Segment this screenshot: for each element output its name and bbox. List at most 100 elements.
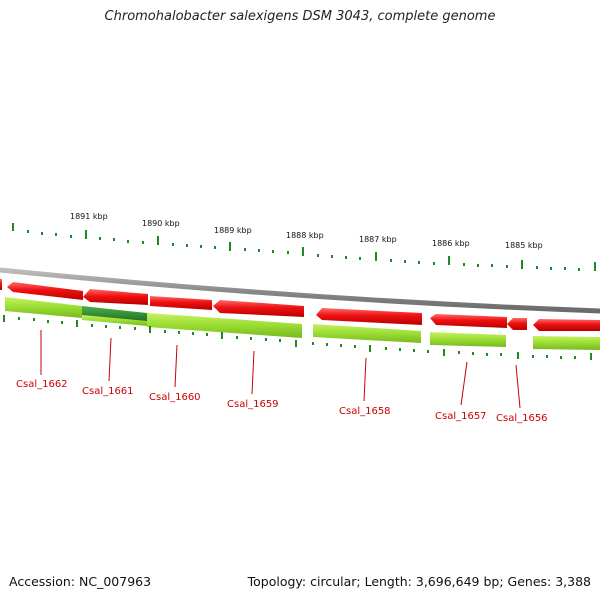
accession-text: Accession: NC_007963 xyxy=(9,574,152,589)
inner-minor-tick xyxy=(250,337,252,340)
gene-label-csal-1656[interactable]: Csal_1656 xyxy=(496,413,548,424)
inner-minor-tick xyxy=(500,353,502,356)
scale-minor-tick xyxy=(200,245,202,248)
scale-minor-tick xyxy=(272,250,274,253)
forward-gene-arrow[interactable] xyxy=(533,319,600,331)
scale-major-tick xyxy=(594,262,596,271)
scale-minor-tick xyxy=(578,268,580,271)
scale-minor-tick xyxy=(317,254,319,257)
inner-minor-tick xyxy=(385,347,387,350)
scale-minor-tick xyxy=(345,256,347,259)
reverse-gene-bar-highlighted[interactable] xyxy=(82,306,147,322)
reverse-gene-bar[interactable] xyxy=(5,297,82,318)
forward-gene-arrow[interactable] xyxy=(7,282,83,300)
scale-minor-tick xyxy=(418,261,420,264)
inner-major-tick xyxy=(3,315,5,322)
forward-gene-arrow[interactable] xyxy=(0,279,2,290)
inner-major-tick xyxy=(369,345,371,352)
scale-label: 1889 kbp xyxy=(214,226,252,235)
scale-major-tick xyxy=(302,247,304,256)
gene-label-csal-1657[interactable]: Csal_1657 xyxy=(435,411,487,422)
inner-major-tick xyxy=(517,352,519,359)
scale-minor-tick xyxy=(127,240,129,243)
gene-label-leaders xyxy=(40,330,521,409)
scale-minor-tick xyxy=(99,237,101,240)
reverse-gene-bar[interactable] xyxy=(430,332,506,347)
scale-label: 1885 kbp xyxy=(505,241,543,250)
inner-minor-tick xyxy=(399,348,401,351)
forward-gene-arrow[interactable] xyxy=(316,308,422,325)
inner-minor-tick xyxy=(279,339,281,342)
scale-major-tick xyxy=(157,236,159,245)
inner-minor-tick xyxy=(413,349,415,352)
scale-minor-tick xyxy=(70,235,72,238)
genome-backbone xyxy=(0,267,600,314)
gene-label-csal-1658[interactable]: Csal_1658 xyxy=(339,406,391,417)
gene-leader-line xyxy=(363,357,367,402)
inner-minor-tick xyxy=(312,342,314,345)
inner-minor-tick xyxy=(236,336,238,339)
reverse-gene-bar[interactable] xyxy=(147,313,302,338)
scale-label: 1888 kbp xyxy=(286,231,324,240)
outer-scale-ticks xyxy=(12,223,596,271)
inner-major-tick xyxy=(443,349,445,356)
inner-minor-tick xyxy=(472,352,474,355)
scale-minor-tick xyxy=(214,246,216,249)
scale-minor-tick xyxy=(536,266,538,269)
scale-major-tick xyxy=(12,223,14,231)
scale-minor-tick xyxy=(359,257,361,260)
gene-leader-line xyxy=(460,361,468,406)
scale-minor-tick xyxy=(477,264,479,267)
inner-minor-tick xyxy=(134,327,136,330)
inner-minor-tick xyxy=(560,356,562,359)
scale-minor-tick xyxy=(186,244,188,247)
gene-leader-line xyxy=(251,350,255,395)
scale-label: 1891 kbp xyxy=(70,212,108,221)
inner-minor-tick xyxy=(18,317,20,320)
reverse-strand-genes xyxy=(5,297,600,350)
gene-leader-line xyxy=(108,337,112,382)
scale-minor-tick xyxy=(491,264,493,267)
inner-major-tick xyxy=(149,326,151,333)
scale-label: 1887 kbp xyxy=(359,235,397,244)
gene-label-csal-1660[interactable]: Csal_1660 xyxy=(149,392,201,403)
scale-minor-tick xyxy=(390,259,392,262)
forward-gene-arrow[interactable] xyxy=(507,318,527,330)
scale-minor-tick xyxy=(404,260,406,263)
inner-minor-tick xyxy=(61,321,63,324)
gene-label-csal-1659[interactable]: Csal_1659 xyxy=(227,399,279,410)
scale-minor-tick xyxy=(113,238,115,241)
scale-minor-tick xyxy=(331,255,333,258)
scale-label: 1890 kbp xyxy=(142,219,180,228)
gene-label-csal-1661[interactable]: Csal_1661 xyxy=(82,386,134,397)
forward-gene-arrow[interactable] xyxy=(150,296,212,310)
reverse-gene-bar[interactable] xyxy=(82,315,147,326)
forward-gene-arrow[interactable] xyxy=(83,289,148,305)
scale-minor-tick xyxy=(142,241,144,244)
reverse-gene-bar[interactable] xyxy=(313,324,421,343)
inner-minor-tick xyxy=(546,355,548,358)
inner-major-tick xyxy=(590,353,592,360)
gene-leader-line xyxy=(174,344,178,388)
inner-minor-tick xyxy=(119,326,121,329)
forward-gene-arrow[interactable] xyxy=(213,300,304,317)
scale-labels: 1891 kbp 1890 kbp 1889 kbp 1888 kbp 1887… xyxy=(70,212,543,250)
inner-minor-tick xyxy=(47,320,49,323)
inner-minor-tick xyxy=(340,344,342,347)
reverse-gene-bar[interactable] xyxy=(533,336,600,350)
scale-minor-tick xyxy=(506,265,508,268)
forward-gene-arrow[interactable] xyxy=(430,314,507,328)
inner-minor-tick xyxy=(91,324,93,327)
inner-minor-tick xyxy=(33,318,35,321)
gene-label-csal-1662[interactable]: Csal_1662 xyxy=(16,379,68,390)
inner-minor-tick xyxy=(265,338,267,341)
inner-minor-tick xyxy=(105,325,107,328)
inner-minor-tick xyxy=(206,333,208,336)
scale-major-tick xyxy=(375,252,377,261)
scale-minor-tick xyxy=(564,267,566,270)
scale-major-tick xyxy=(521,260,523,269)
scale-minor-tick xyxy=(550,267,552,270)
inner-minor-tick xyxy=(486,353,488,356)
